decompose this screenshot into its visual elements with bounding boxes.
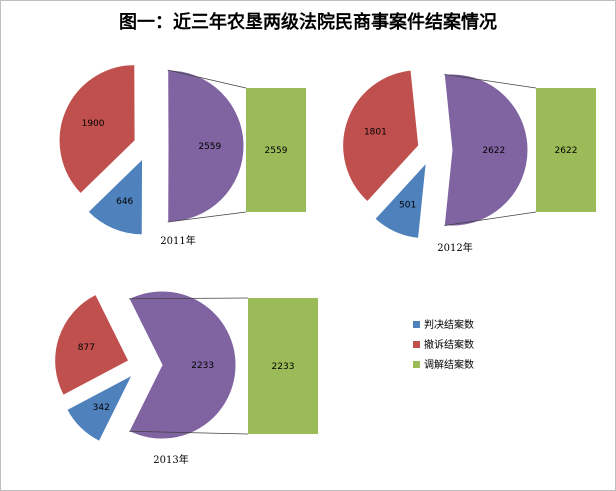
pie-slice-judgment bbox=[87, 157, 144, 236]
chart-2: 501 1801 2622 2622 2012年 bbox=[342, 69, 596, 254]
mediation-bar bbox=[536, 88, 596, 212]
legend-item-withdrawal: 撤诉结案数 bbox=[413, 340, 474, 360]
data-label-judgment: 646 bbox=[116, 197, 133, 207]
year-caption: 2011年 bbox=[160, 234, 195, 247]
pie-slice-withdrawal bbox=[58, 64, 136, 195]
data-label-mediation: 2622 bbox=[482, 146, 505, 156]
connector-line-bottom bbox=[129, 430, 249, 435]
legend: 判决结案数 撤诉结案数 调解结案数 bbox=[413, 320, 474, 380]
connector-line-top bbox=[444, 73, 537, 89]
data-label-withdrawal: 877 bbox=[78, 343, 95, 353]
pie-slice-withdrawal bbox=[342, 69, 420, 203]
legend-swatch-withdrawal bbox=[413, 341, 420, 348]
data-label-withdrawal: 1801 bbox=[364, 127, 387, 137]
connector-line-bottom bbox=[167, 211, 247, 223]
legend-swatch-judgment bbox=[413, 321, 420, 328]
chart-title: 图一：近三年农垦两级法院民商事案件结案情况 bbox=[119, 12, 497, 33]
pie-slice-mediation bbox=[167, 69, 245, 223]
data-label-mediation: 2559 bbox=[198, 142, 221, 152]
legend-swatch-mediation bbox=[413, 361, 420, 368]
pie-slice-withdrawal bbox=[54, 293, 130, 397]
data-label-judgment: 342 bbox=[93, 403, 110, 413]
chart-3: 342 877 2233 2233 2013年 bbox=[54, 290, 318, 466]
data-label-judgment: 501 bbox=[399, 200, 416, 210]
mediation-bar bbox=[246, 88, 306, 212]
pie-slice-mediation bbox=[128, 290, 237, 440]
legend-label-mediation: 调解结案数 bbox=[424, 360, 474, 371]
chart-1: 646 1900 2559 2559 2011年 bbox=[58, 64, 306, 247]
connector-line-top bbox=[167, 69, 247, 89]
mediation-bar-label: 2559 bbox=[265, 146, 288, 156]
mediation-bar bbox=[248, 298, 318, 434]
connector-line-bottom bbox=[444, 211, 537, 227]
legend-label-judgment: 判决结案数 bbox=[424, 320, 474, 331]
year-caption: 2013年 bbox=[153, 453, 188, 466]
mediation-bar-label: 2233 bbox=[272, 362, 295, 372]
legend-item-judgment: 判决结案数 bbox=[413, 320, 474, 340]
connector-line-top bbox=[129, 297, 249, 300]
year-caption: 2012年 bbox=[437, 241, 472, 254]
legend-item-mediation: 调解结案数 bbox=[413, 360, 474, 380]
legend-label-withdrawal: 撤诉结案数 bbox=[424, 340, 474, 351]
pie-slice-mediation bbox=[443, 73, 529, 227]
mediation-bar-label: 2622 bbox=[555, 146, 578, 156]
data-label-mediation: 2233 bbox=[191, 361, 214, 371]
data-label-withdrawal: 1900 bbox=[82, 119, 105, 129]
pie-slice-judgment bbox=[66, 373, 134, 442]
pie-slice-judgment bbox=[374, 161, 427, 239]
